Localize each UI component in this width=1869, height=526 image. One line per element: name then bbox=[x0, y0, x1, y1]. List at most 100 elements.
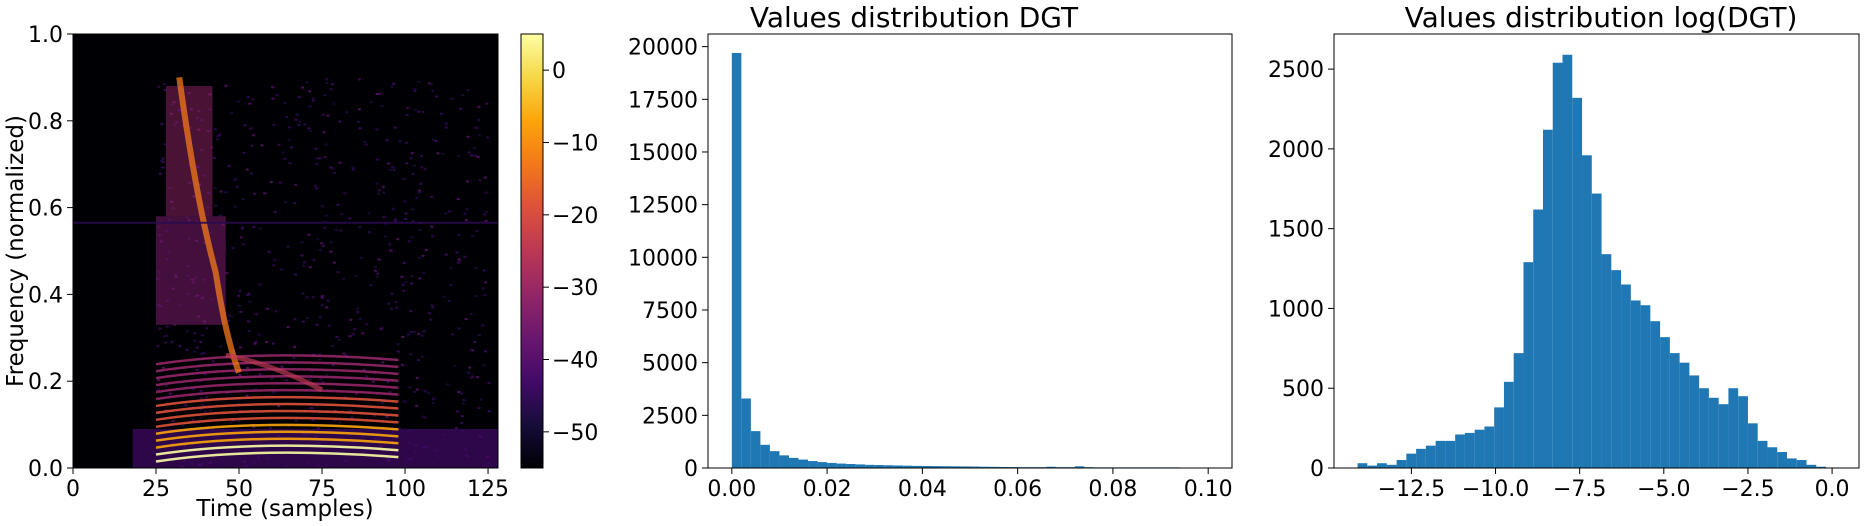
y-tick-label: 10000 bbox=[628, 246, 698, 271]
spectrogram-speckle bbox=[302, 261, 306, 264]
spectrogram-speckle bbox=[453, 364, 457, 367]
spectrogram-speckle bbox=[422, 330, 426, 333]
spectrogram-speckle bbox=[329, 166, 333, 169]
dgt-histogram-x-ticks: 0.00 0.02 0.04 0.06 0.08 0.10 bbox=[707, 468, 1233, 502]
spectrogram-speckle bbox=[429, 83, 433, 86]
spectrogram-speckle bbox=[356, 307, 360, 310]
histogram-bar bbox=[741, 398, 751, 468]
spectrogram-speckle bbox=[239, 310, 243, 313]
spectrogram-speckle bbox=[320, 304, 324, 307]
spectrogram-speckle bbox=[318, 157, 322, 160]
spectrogram-harmonic bbox=[155, 416, 399, 429]
spectrogram-speckle bbox=[432, 397, 436, 400]
histogram-bar bbox=[1806, 464, 1817, 468]
spectrogram-speckle bbox=[173, 323, 177, 326]
spectrogram-speckle bbox=[377, 192, 381, 195]
spectrogram-y-ticks: 0.0 0.2 0.4 0.6 0.8 1.0 bbox=[28, 23, 73, 482]
spectrogram-speckle bbox=[158, 172, 162, 175]
spectrogram-speckle bbox=[395, 306, 399, 309]
histogram-bar bbox=[874, 465, 885, 468]
spectrogram-harmonic bbox=[155, 368, 399, 380]
spectrogram-speckle bbox=[460, 422, 464, 425]
spectrogram-speckle bbox=[418, 229, 422, 232]
spectrogram-speckle bbox=[213, 187, 217, 190]
spectrogram-speckle bbox=[446, 383, 450, 386]
spectrogram-speckle bbox=[317, 358, 321, 361]
histogram-bar bbox=[979, 466, 990, 468]
histogram-bar bbox=[1572, 97, 1583, 468]
spectrogram-speckle bbox=[307, 127, 311, 130]
spectrogram-speckle bbox=[342, 277, 346, 280]
x-tick-label: 125 bbox=[467, 477, 509, 502]
spectrogram-speckle bbox=[311, 295, 315, 298]
spectrogram-speckle bbox=[359, 256, 363, 259]
spectrogram-speckle bbox=[325, 82, 329, 85]
spectrogram-speckle bbox=[358, 317, 362, 320]
spectrogram-speckle bbox=[415, 197, 419, 200]
spectrogram-speckle bbox=[300, 241, 304, 244]
spectrogram-speckle bbox=[330, 83, 334, 86]
spectrogram-speckle bbox=[401, 283, 405, 286]
spectrogram-speckle bbox=[292, 356, 296, 359]
histogram-bar bbox=[1523, 262, 1534, 468]
spectrogram-speckle bbox=[234, 205, 238, 208]
spectrogram-speckle bbox=[288, 162, 292, 165]
histogram-bar bbox=[808, 461, 818, 468]
dgt-histogram-title: Values distribution DGT bbox=[750, 1, 1079, 34]
spectrogram-speckle bbox=[263, 192, 267, 195]
spectrogram-speckle bbox=[329, 241, 333, 244]
spectrogram-speckle bbox=[246, 293, 250, 296]
spectrogram-speckle bbox=[415, 404, 419, 407]
spectrogram-speckle bbox=[427, 392, 431, 395]
spectrogram-speckle bbox=[387, 162, 391, 165]
spectrogram-speckle bbox=[329, 250, 333, 253]
spectrogram-speckle bbox=[215, 138, 219, 141]
spectrogram-harmonic bbox=[155, 437, 399, 449]
spectrogram-speckle bbox=[241, 198, 245, 201]
spectrogram-speckle bbox=[298, 120, 302, 123]
spectrogram-harmonic bbox=[155, 451, 399, 463]
colorbar: 0 −10 −20 −30 −40 −50 bbox=[520, 33, 598, 469]
spectrogram-speckle bbox=[332, 172, 336, 175]
colorbar-ticks: 0 −10 −20 −30 −40 −50 bbox=[543, 59, 598, 446]
spectrogram-speckle bbox=[237, 420, 241, 423]
x-tick-label: −10.0 bbox=[1462, 477, 1529, 502]
spectrogram-speckle bbox=[405, 162, 409, 165]
y-tick-label: 0.6 bbox=[28, 197, 63, 222]
histogram-bar bbox=[884, 465, 894, 468]
spectrogram-speckle bbox=[381, 361, 385, 364]
spectrogram-speckle bbox=[268, 427, 272, 430]
spectrogram-speckle bbox=[242, 152, 246, 155]
spectrogram-speckle bbox=[218, 214, 222, 217]
histogram-bar bbox=[950, 466, 961, 468]
spectrogram-harmonic bbox=[155, 354, 399, 366]
spectrogram-speckle bbox=[184, 404, 188, 407]
spectrogram-speckle bbox=[354, 392, 358, 395]
spectrogram-speckle bbox=[272, 391, 276, 394]
spectrogram-speckle bbox=[278, 181, 282, 184]
spectrogram-speckle bbox=[249, 172, 253, 175]
spectrogram-speckle bbox=[318, 353, 322, 356]
spectrogram-speckle bbox=[164, 408, 168, 411]
spectrogram-speckle bbox=[340, 213, 344, 216]
spectrogram-speckle bbox=[293, 318, 297, 321]
logdgt-histogram-frame bbox=[1333, 33, 1860, 469]
y-tick-label: 500 bbox=[1282, 377, 1324, 402]
histogram-bar bbox=[1630, 300, 1641, 468]
spectrogram-speckle bbox=[418, 191, 422, 194]
spectrogram-harmonic bbox=[155, 430, 399, 442]
spectrogram-speckle bbox=[193, 332, 197, 335]
spectrogram-speckle bbox=[247, 330, 251, 333]
spectrogram-speckle bbox=[467, 151, 471, 154]
spectrogram-speckle bbox=[381, 185, 385, 188]
spectrogram-speckle bbox=[361, 332, 365, 335]
spectrogram-speckle bbox=[294, 183, 298, 186]
spectrogram-speckle bbox=[170, 340, 174, 343]
histogram-bar bbox=[1562, 54, 1573, 468]
histogram-bar bbox=[731, 52, 742, 468]
spectrogram-speckle bbox=[420, 334, 424, 337]
spectrogram-speckle bbox=[444, 122, 448, 125]
y-tick-label: 0.2 bbox=[28, 370, 63, 395]
spectrogram-speckle bbox=[158, 327, 162, 330]
